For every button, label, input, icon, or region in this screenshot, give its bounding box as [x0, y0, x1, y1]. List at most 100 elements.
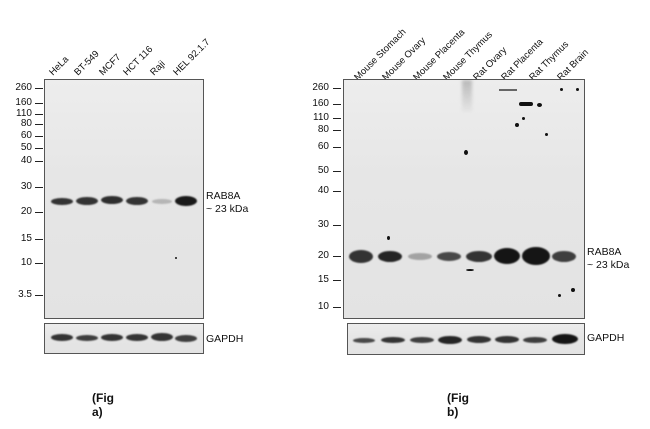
fig-b-loading-label: GAPDH	[587, 332, 625, 344]
blot-speck	[515, 123, 519, 127]
fig-a-blot	[44, 79, 204, 319]
blot-speck	[560, 88, 563, 91]
rab8a-band	[152, 199, 172, 204]
rab8a-band	[408, 253, 432, 260]
fig-a-gapdh-blot	[44, 323, 204, 354]
gapdh-band	[353, 338, 375, 343]
gapdh-band	[51, 334, 73, 341]
mw-tick	[333, 130, 341, 131]
mw-tick	[35, 114, 43, 115]
mw-tick	[333, 118, 341, 119]
mw-marker: 50	[317, 165, 329, 176]
mw-tick	[35, 295, 43, 296]
lane-label: Raji	[148, 58, 168, 78]
mw-tick	[35, 187, 43, 188]
lane-label: BT-549	[72, 48, 102, 78]
mw-marker: 260	[15, 82, 32, 93]
target-label: RAB8A	[587, 246, 622, 258]
mw-tick	[35, 212, 43, 213]
mw-tick	[35, 239, 43, 240]
rab8a-band	[349, 250, 373, 263]
gapdh-band	[552, 334, 578, 344]
mw-marker: 30	[317, 219, 329, 230]
mw-marker: 20	[20, 206, 32, 217]
gapdh-band	[151, 333, 173, 341]
mw-marker: 3.5	[18, 289, 32, 300]
mw-marker: 50	[20, 142, 32, 153]
mw-tick	[333, 225, 341, 226]
lane-label: HeLa	[47, 54, 72, 78]
mw-marker: 260	[312, 82, 329, 93]
mw-tick	[333, 256, 341, 257]
fig-b-gapdh-blot	[347, 323, 585, 355]
mw-marker: 15	[317, 274, 329, 285]
rab8a-band	[494, 248, 520, 264]
mw-marker: 15	[20, 233, 32, 244]
rab8a-band	[437, 252, 461, 261]
target-size: ~ 23 kDa	[206, 203, 249, 215]
rab8a-band	[466, 251, 492, 262]
rab8a-band	[522, 247, 550, 265]
rab8a-band	[51, 198, 73, 205]
mw-tick	[333, 307, 341, 308]
rab8a-band	[378, 251, 402, 262]
mw-tick	[35, 124, 43, 125]
mw-marker: 10	[317, 301, 329, 312]
blot-speck	[522, 117, 525, 120]
fig-b-blot	[343, 79, 585, 319]
rab8a-band	[175, 196, 197, 206]
mw-marker: 40	[20, 155, 32, 166]
target-label: RAB8A	[206, 190, 241, 202]
mw-tick	[35, 161, 43, 162]
rab8a-band	[552, 251, 576, 262]
mw-tick	[333, 147, 341, 148]
gapdh-band	[410, 337, 434, 343]
gapdh-band	[175, 335, 197, 342]
mw-marker: 60	[20, 130, 32, 141]
mw-tick	[333, 88, 341, 89]
fig-a-caption: (Fig a)	[92, 391, 114, 419]
mw-tick	[333, 104, 341, 105]
rab8a-band	[101, 196, 123, 204]
fig-b-caption: (Fig b)	[447, 391, 469, 419]
gapdh-band	[76, 335, 98, 341]
mw-tick	[333, 280, 341, 281]
fig-a-loading-label: GAPDH	[206, 333, 244, 345]
gapdh-band	[495, 336, 519, 343]
blot-smear	[462, 80, 472, 112]
gapdh-band	[467, 336, 491, 343]
blot-speck	[537, 103, 542, 107]
mw-marker: 20	[317, 250, 329, 261]
gapdh-band	[126, 334, 148, 341]
mw-marker: 80	[317, 124, 329, 135]
fig-a-target-annotation: RAB8A ~ 23 kDa	[206, 190, 248, 216]
rab8a-band	[76, 197, 98, 205]
target-size: ~ 23 kDa	[587, 259, 630, 271]
mw-marker: 110	[313, 112, 329, 123]
mw-tick	[35, 88, 43, 89]
lane-label: HEL 92.1.7	[171, 36, 213, 78]
blot-speck	[387, 236, 390, 240]
mw-tick	[333, 171, 341, 172]
mw-tick	[35, 148, 43, 149]
mw-marker: 10	[20, 257, 32, 268]
mw-marker: 160	[312, 98, 329, 109]
mw-tick	[333, 191, 341, 192]
mw-tick	[35, 136, 43, 137]
blot-speck	[466, 269, 474, 271]
mw-marker: 40	[317, 185, 329, 196]
blot-speck	[571, 288, 575, 292]
mw-tick	[35, 263, 43, 264]
mw-marker: 160	[15, 97, 32, 108]
gapdh-band	[381, 337, 405, 343]
blot-speck	[545, 133, 548, 136]
blot-speck	[175, 257, 177, 259]
fig-b-target-annotation: RAB8A ~ 23 kDa	[587, 246, 629, 272]
blot-speck	[576, 88, 579, 91]
mw-marker: 60	[317, 141, 329, 152]
gapdh-band	[438, 336, 462, 344]
blot-speck	[464, 150, 468, 155]
rab8a-band	[126, 197, 148, 205]
mw-tick	[35, 103, 43, 104]
blot-speck	[558, 294, 561, 297]
